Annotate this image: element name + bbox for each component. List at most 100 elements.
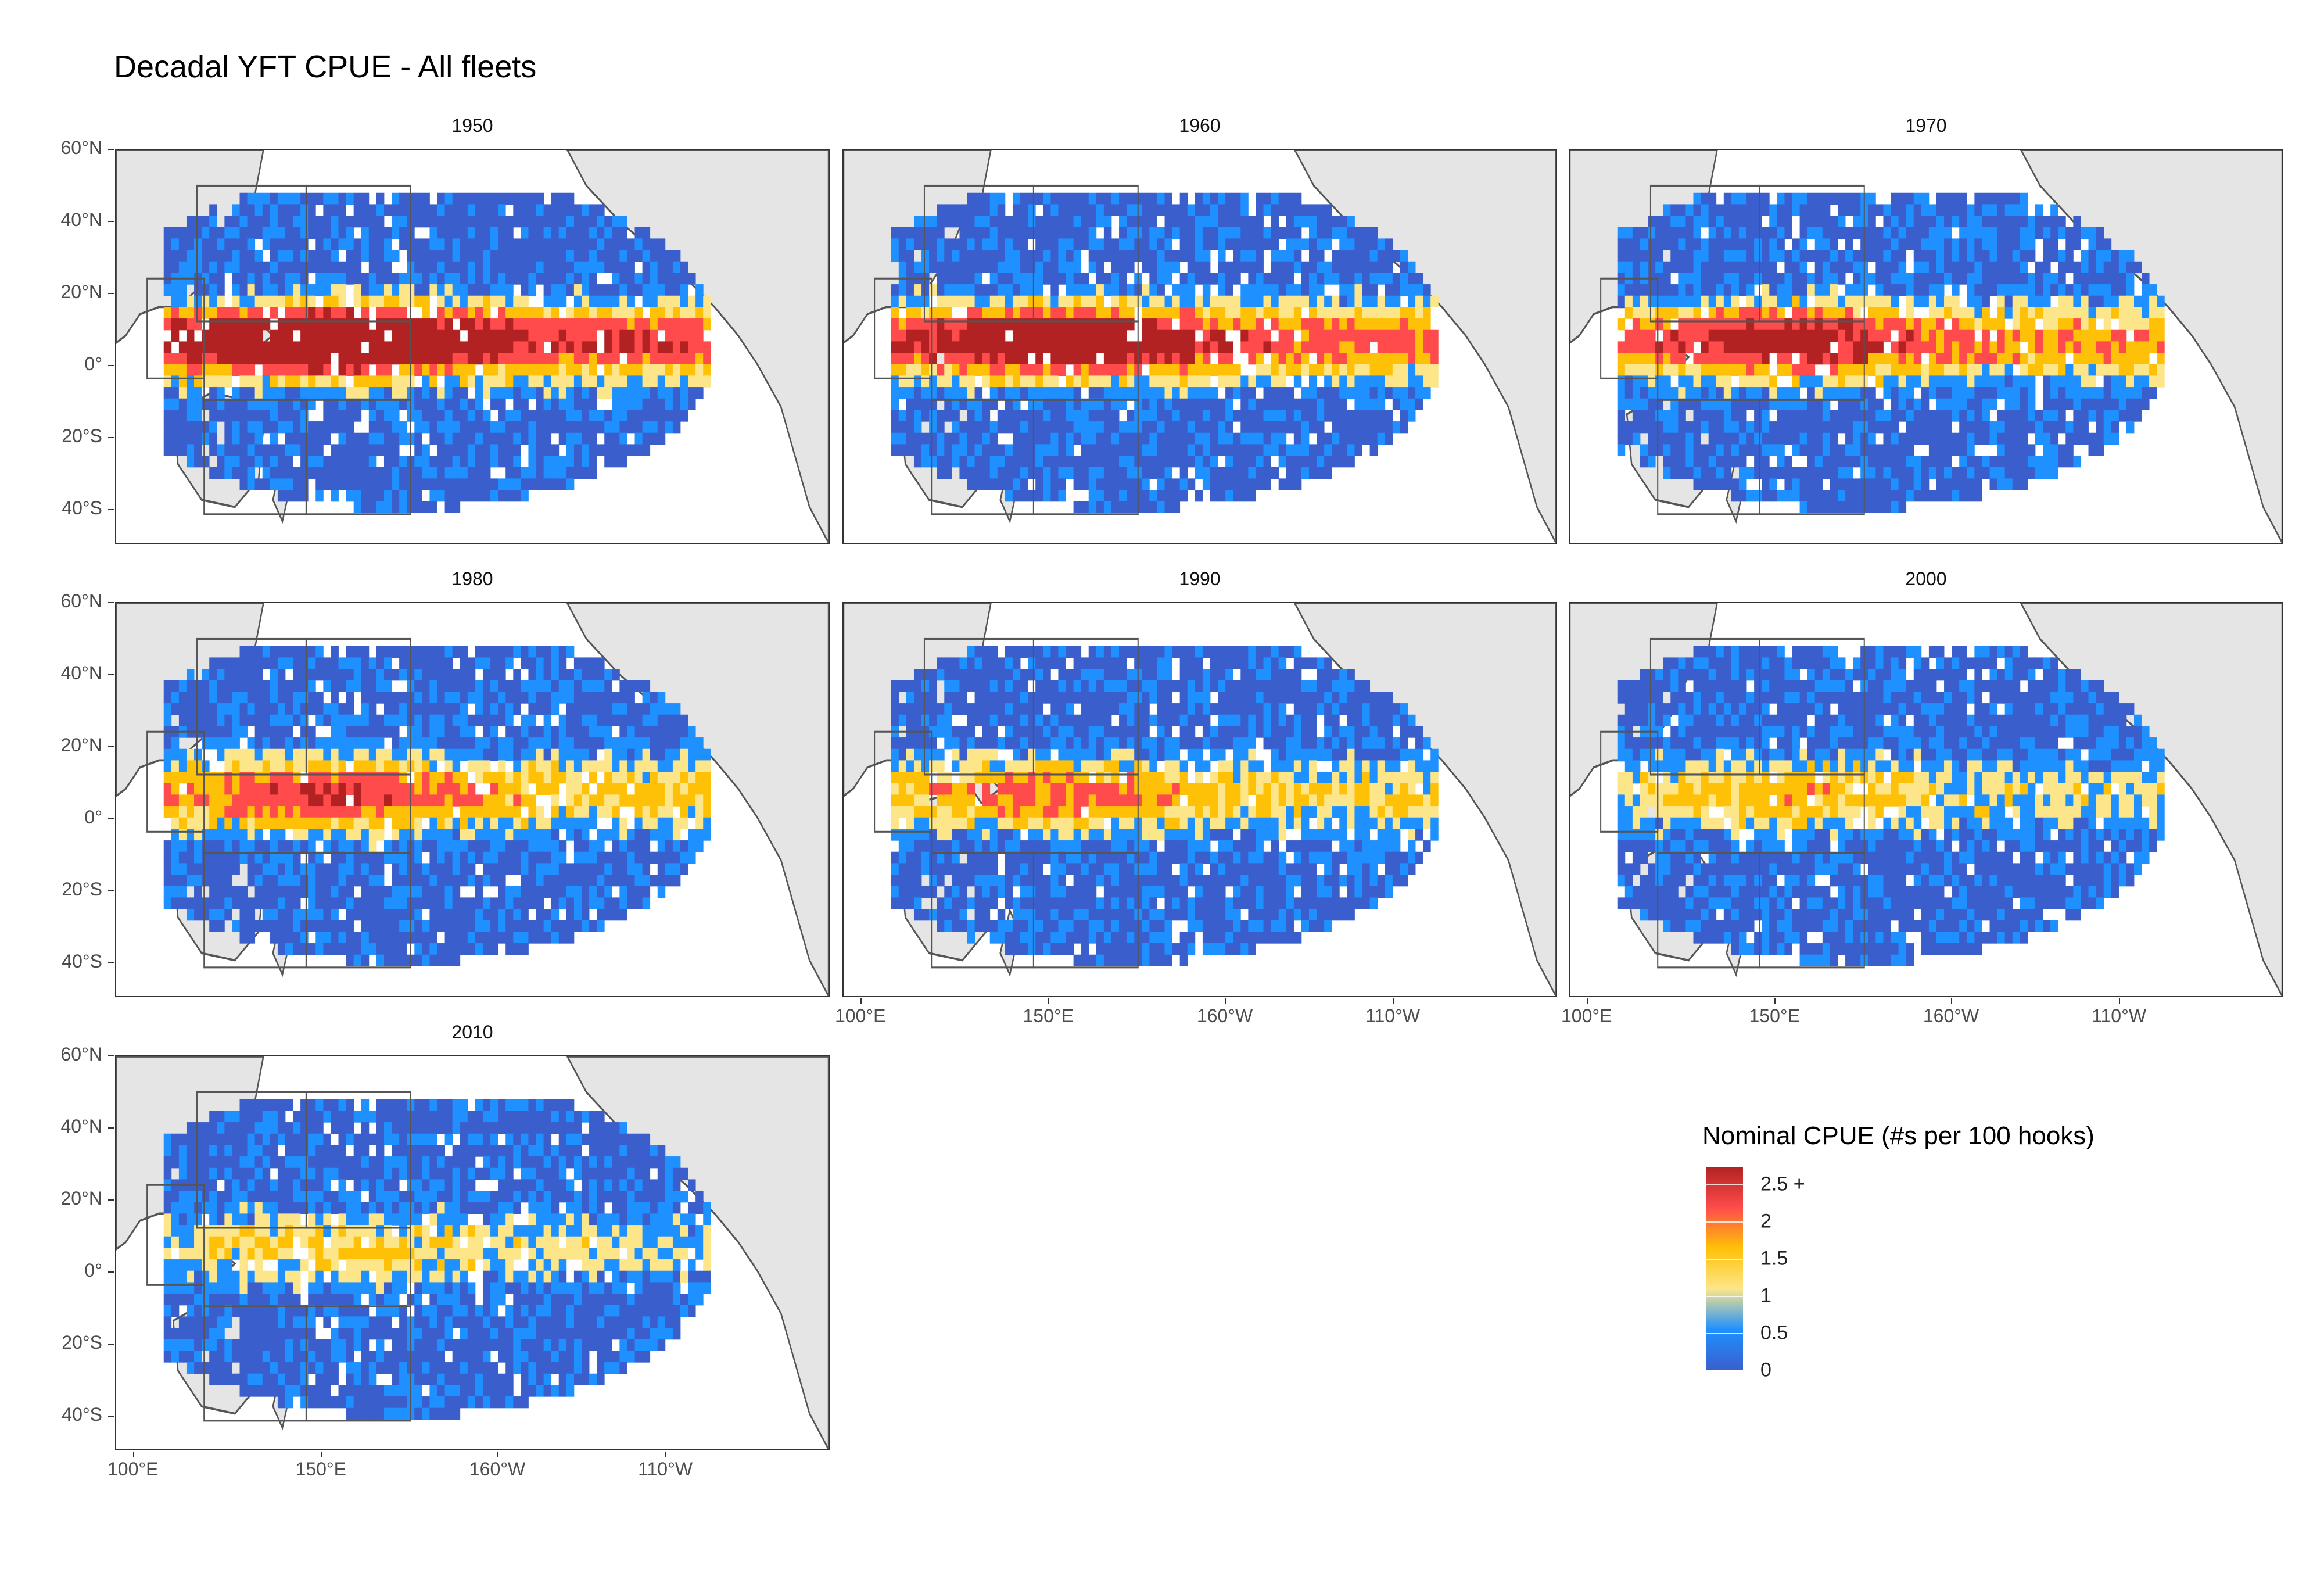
legend-label: 1 — [1760, 1284, 1771, 1307]
region-box — [305, 399, 411, 515]
x-axis-tick — [2119, 998, 2121, 1004]
panel-strip-label: 1960 — [1179, 115, 1221, 136]
region-box — [1759, 399, 1865, 515]
x-axis-tick — [1774, 998, 1776, 1004]
map-area — [115, 602, 830, 997]
x-axis-tick — [1393, 998, 1394, 1004]
y-axis-label: 0° — [84, 353, 102, 375]
panel-strip-label: 1990 — [1179, 568, 1221, 589]
y-axis-tick — [108, 674, 114, 676]
y-axis-tick — [108, 962, 114, 964]
y-axis-tick — [108, 818, 114, 820]
region-box — [305, 852, 411, 969]
y-axis-label: 60°N — [60, 590, 103, 611]
map-area — [1569, 149, 2283, 544]
y-axis-tick — [108, 1343, 114, 1345]
x-axis-tick — [132, 1452, 134, 1457]
y-axis-label: 0° — [84, 1260, 102, 1281]
map-svg — [116, 1056, 829, 1449]
cpue-grid — [891, 646, 1439, 966]
x-axis-label: 160°W — [1923, 1005, 1979, 1026]
region-box — [1032, 399, 1139, 515]
y-axis-label: 40°N — [60, 1116, 103, 1137]
map-svg — [1570, 150, 2282, 543]
map-svg — [844, 150, 1556, 543]
y-axis-tick — [108, 746, 114, 747]
map-panel: 2010 60°N 40°N 20°N 0° 20°S 40°S 100°E 150°E 160°… — [61, 1022, 830, 1480]
x-axis-tick — [1951, 998, 1953, 1004]
y-axis-tick — [108, 1416, 114, 1417]
x-axis-tick — [321, 1452, 322, 1457]
map-svg — [844, 603, 1556, 996]
y-axis-label: 20°N — [60, 1187, 103, 1209]
cpue-grid — [163, 1099, 711, 1420]
legend-tick — [1706, 1333, 1743, 1334]
y-axis-tick — [108, 149, 114, 150]
map-area — [842, 149, 1557, 544]
cpue-grid — [163, 192, 711, 513]
region-box — [305, 1305, 411, 1422]
map-svg — [116, 150, 829, 543]
panel-strip-label: 2010 — [451, 1022, 493, 1043]
x-axis-tick — [1586, 998, 1588, 1004]
x-axis-tick — [497, 1452, 499, 1457]
legend-title: Nominal CPUE (#s per 100 hooks) — [1702, 1122, 2095, 1150]
y-axis-label: 40°S — [62, 497, 102, 519]
y-axis-label: 60°N — [60, 1044, 103, 1065]
y-axis-tick — [108, 509, 114, 511]
figure-title: Decadal YFT CPUE - All fleets — [114, 49, 537, 84]
legend-tick — [1706, 1184, 1743, 1185]
legend-tick — [1706, 1259, 1743, 1260]
x-axis-label: 160°W — [469, 1459, 526, 1480]
y-axis-label: 20°S — [62, 425, 102, 446]
x-axis-label: 160°W — [1196, 1005, 1253, 1026]
cpue-grid — [1617, 646, 2165, 966]
map-area — [842, 602, 1557, 997]
legend-label: 1.5 — [1760, 1247, 1788, 1270]
map-panel: 1950 60°N 40°N 20°N 0° 20°S 40°S — [61, 115, 830, 544]
x-axis-label: 150°E — [1023, 1005, 1074, 1026]
region-box — [1759, 852, 1865, 969]
map-svg — [1570, 603, 2282, 996]
x-axis-tick — [860, 998, 862, 1004]
x-axis-label: 100°E — [1561, 1005, 1612, 1026]
y-axis-label: 20°S — [62, 1331, 102, 1353]
map-panel: 1970 — [1569, 115, 2283, 544]
x-axis-tick — [665, 1452, 667, 1457]
y-axis-tick — [108, 602, 114, 603]
x-axis-label: 110°W — [2092, 1005, 2147, 1026]
y-axis-tick — [108, 436, 114, 438]
legend-tick — [1706, 1370, 1743, 1371]
panel-strip-label: 1950 — [451, 115, 493, 136]
legend-colorbar — [1706, 1167, 1743, 1370]
y-axis-tick — [108, 1127, 114, 1129]
map-panel: 2000 100°E 150°E 160°W 110°W — [1561, 568, 2283, 1026]
y-axis-tick — [108, 365, 114, 367]
y-axis-label: 40°S — [62, 951, 102, 972]
legend-label-max: 2.5 + — [1760, 1173, 1805, 1195]
x-axis-label: 150°E — [1749, 1005, 1800, 1026]
y-axis-tick — [108, 292, 114, 294]
map-area — [115, 149, 830, 544]
x-axis-label: 110°W — [1365, 1005, 1421, 1026]
panel-strip-label: 1980 — [451, 568, 493, 589]
map-svg — [116, 603, 829, 996]
legend-label: 2 — [1760, 1210, 1771, 1233]
y-axis-tick — [108, 221, 114, 223]
map-panel: 1960 — [842, 115, 1557, 544]
legend: Nominal CPUE (#s per 100 hooks) 2.5 + 2 … — [1702, 1122, 2225, 1400]
y-axis-label: 20°N — [60, 281, 103, 302]
cpue-grid — [1617, 192, 2165, 513]
panel-strip-label: 2000 — [1905, 568, 1947, 589]
y-axis-label: 20°S — [62, 878, 102, 900]
x-axis-label: 100°E — [834, 1005, 886, 1026]
y-axis-label: 40°N — [60, 662, 103, 684]
map-panel: 1980 60°N 40°N 20°N 0° 20°S 40°S — [61, 568, 830, 997]
legend-label-min: 0 — [1760, 1359, 1771, 1381]
legend-tick — [1706, 1221, 1743, 1223]
x-axis-label: 110°W — [638, 1459, 693, 1480]
land-polygon — [566, 603, 829, 996]
y-axis-tick — [108, 1271, 114, 1273]
y-axis-label: 40°N — [60, 209, 103, 231]
panel-strip-label: 1970 — [1905, 115, 1947, 136]
